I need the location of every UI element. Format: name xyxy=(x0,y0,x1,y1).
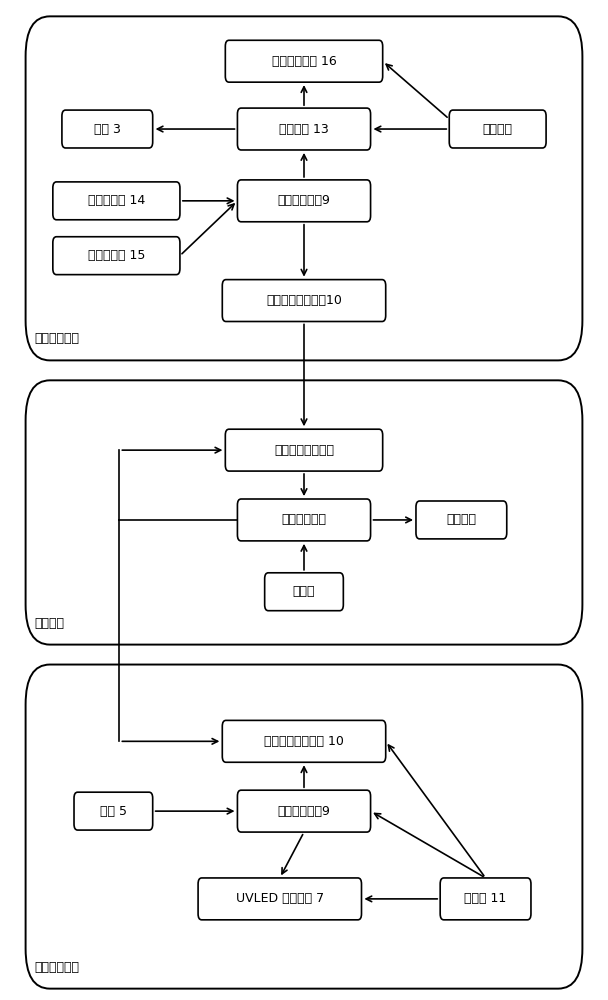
Text: 第一处理单元9: 第一处理单元9 xyxy=(278,194,330,207)
FancyBboxPatch shape xyxy=(264,573,344,611)
FancyBboxPatch shape xyxy=(223,280,385,321)
Text: 开关 5: 开关 5 xyxy=(100,805,127,818)
FancyBboxPatch shape xyxy=(223,720,385,762)
Text: 湿度传感器 15: 湿度传感器 15 xyxy=(88,249,145,262)
Text: 第二无线通讯单元: 第二无线通讯单元 xyxy=(274,444,334,457)
Text: 移动终端: 移动终端 xyxy=(35,617,64,630)
FancyBboxPatch shape xyxy=(238,180,370,222)
Text: 温度传感器 14: 温度传感器 14 xyxy=(88,194,145,207)
FancyBboxPatch shape xyxy=(449,110,546,148)
Text: 蓄电池 11: 蓄电池 11 xyxy=(465,892,506,905)
FancyBboxPatch shape xyxy=(26,16,582,360)
Text: 第一无线通讯单元10: 第一无线通讯单元10 xyxy=(266,294,342,307)
Text: UVLED 紫外光灯 7: UVLED 紫外光灯 7 xyxy=(236,892,324,905)
Text: 客户端: 客户端 xyxy=(292,585,316,598)
FancyBboxPatch shape xyxy=(62,110,153,148)
Text: 第一处理单元9: 第一处理单元9 xyxy=(278,805,330,818)
FancyBboxPatch shape xyxy=(440,878,531,920)
FancyBboxPatch shape xyxy=(238,499,370,541)
FancyBboxPatch shape xyxy=(53,237,180,275)
Text: 第一无线通讯单元 10: 第一无线通讯单元 10 xyxy=(264,735,344,748)
Text: 第二处理单元: 第二处理单元 xyxy=(282,513,326,526)
FancyBboxPatch shape xyxy=(238,108,370,150)
FancyBboxPatch shape xyxy=(74,792,153,830)
Text: 外接电源: 外接电源 xyxy=(483,123,513,136)
Text: 干燥装置 13: 干燥装置 13 xyxy=(279,123,329,136)
FancyBboxPatch shape xyxy=(26,380,582,645)
FancyBboxPatch shape xyxy=(198,878,362,920)
FancyBboxPatch shape xyxy=(416,501,506,539)
Text: 智能消毒系统: 智能消毒系统 xyxy=(35,961,80,974)
FancyBboxPatch shape xyxy=(226,429,382,471)
FancyBboxPatch shape xyxy=(26,665,582,989)
FancyBboxPatch shape xyxy=(53,182,180,220)
Text: 内胆 3: 内胆 3 xyxy=(94,123,121,136)
Text: 智能干燥系统: 智能干燥系统 xyxy=(35,332,80,345)
Text: 石墨烯加热膜 16: 石墨烯加热膜 16 xyxy=(272,55,336,68)
FancyBboxPatch shape xyxy=(226,40,382,82)
Text: 声音单元: 声音单元 xyxy=(446,513,476,526)
FancyBboxPatch shape xyxy=(238,790,370,832)
